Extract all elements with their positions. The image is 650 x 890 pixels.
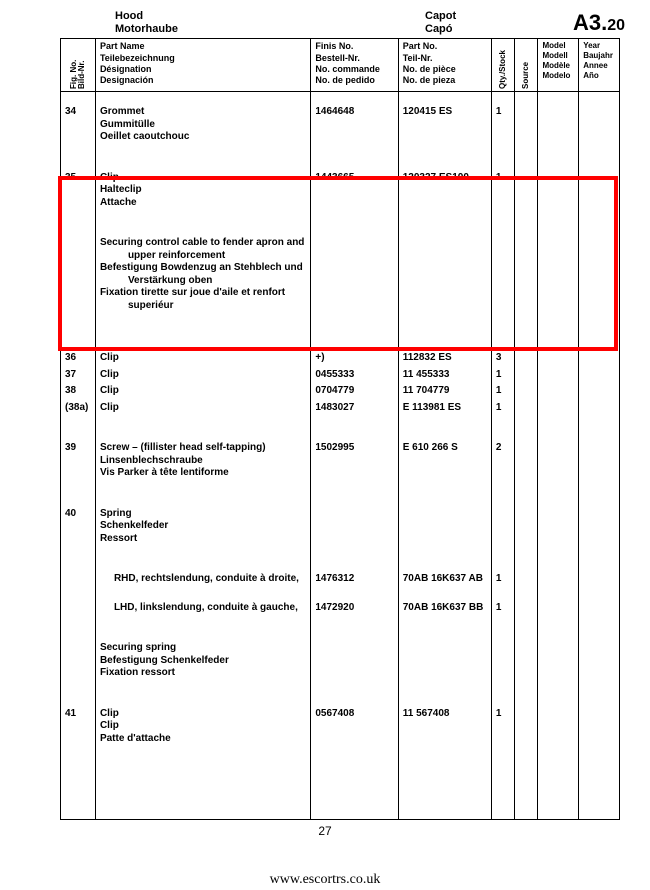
table-row: 35 Clip Halteclip Attache 1443665 120327… [61, 170, 620, 212]
part-no: 120327 ES100 [398, 170, 491, 212]
col-finis: Finis No. Bestell-Nr. No. commande No. d… [311, 39, 398, 92]
qty: 1 [491, 706, 514, 748]
col-qty: Qty./Stock [491, 39, 514, 92]
fig-no: 40 [61, 506, 96, 548]
table-header-row: Fig. No. Bild-Nr. Part Name Teilebezeich… [61, 39, 620, 92]
col-model: Model Modell Modèle Modelo [538, 39, 579, 92]
col-source: Source [515, 39, 538, 92]
qty: 3 [491, 350, 514, 367]
part-desc: Securing control cable to fender apron a… [95, 235, 310, 314]
finis-no: 1443665 [311, 170, 398, 212]
finis-no: 0567408 [311, 706, 398, 748]
table-row: 36 Clip +) 112832 ES 3 [61, 350, 620, 367]
fig-no: 36 [61, 350, 96, 367]
finis-no: 0455333 [311, 367, 398, 384]
part-name: Clip [95, 350, 310, 367]
parts-page: Hood Motorhaube Capot Capó A3.20 Fig. No… [0, 0, 650, 864]
table-row: 41 Clip Clip Patte d'attache 0567408 11 … [61, 706, 620, 748]
qty: 1 [491, 170, 514, 212]
col-fig: Fig. No. Bild-Nr. [61, 39, 96, 92]
finis-no: 1476312 [311, 571, 398, 588]
part-no: 112832 ES [398, 350, 491, 367]
parts-table: Fig. No. Bild-Nr. Part Name Teilebezeich… [60, 38, 620, 820]
section-sub: 20 [607, 17, 625, 34]
part-no: 120415 ES [398, 104, 491, 146]
fig-no: 34 [61, 104, 96, 146]
section-main: A3. [573, 10, 607, 35]
part-name: RHD, rechtslendung, conduite à droite, [95, 571, 310, 588]
page-header: Hood Motorhaube Capot Capó A3.20 [0, 0, 650, 38]
table-row: Securing control cable to fender apron a… [61, 235, 620, 314]
title-en: Hood [115, 10, 143, 22]
finis-no: +) [311, 350, 398, 367]
fig-no: 39 [61, 440, 96, 482]
finis-no: 1464648 [311, 104, 398, 146]
part-no: 70AB 16K637 AB [398, 571, 491, 588]
col-partno: Part No. Teil-Nr. No. de pièce No. de pi… [398, 39, 491, 92]
title-fr: Capot [425, 10, 456, 22]
qty: 1 [491, 383, 514, 400]
part-no: E 113981 ES [398, 400, 491, 417]
table-row: RHD, rechtslendung, conduite à droite, 1… [61, 571, 620, 588]
header-title-mid: Capot Capó [425, 10, 535, 36]
part-no: E 610 266 S [398, 440, 491, 482]
title-es: Capó [425, 23, 453, 35]
section-code: A3.20 [535, 10, 625, 36]
table-row: 39 Screw – (fillister head self-tapping)… [61, 440, 620, 482]
part-name: Clip [95, 383, 310, 400]
fig-no: 37 [61, 367, 96, 384]
part-no: 70AB 16K637 BB [398, 600, 491, 617]
col-name: Part Name Teilebezeichnung Désignation D… [95, 39, 310, 92]
part-desc: Securing spring Befestigung Schenkelfede… [95, 640, 310, 682]
title-de: Motorhaube [115, 23, 178, 35]
fig-no: 41 [61, 706, 96, 748]
qty: 1 [491, 367, 514, 384]
part-name: Clip Clip Patte d'attache [95, 706, 310, 748]
part-name: Spring Schenkelfeder Ressort [95, 506, 310, 548]
part-no: 11 567408 [398, 706, 491, 748]
table-row: LHD, linkslendung, conduite à gauche, 14… [61, 600, 620, 617]
part-name: Clip [95, 367, 310, 384]
fig-no: 38 [61, 383, 96, 400]
finis-no: 1472920 [311, 600, 398, 617]
finis-no: 1483027 [311, 400, 398, 417]
finis-no: 1502995 [311, 440, 398, 482]
fig-no: (38a) [61, 400, 96, 417]
qty: 1 [491, 571, 514, 588]
table-row: Securing spring Befestigung Schenkelfede… [61, 640, 620, 682]
footer-url: www.escortrs.co.uk [0, 872, 650, 888]
finis-no: 0704779 [311, 383, 398, 400]
table-row: (38a) Clip 1483027 E 113981 ES 1 [61, 400, 620, 417]
part-no: 11 455333 [398, 367, 491, 384]
table-row: 37 Clip 0455333 11 455333 1 [61, 367, 620, 384]
part-name: LHD, linkslendung, conduite à gauche, [95, 600, 310, 617]
qty: 2 [491, 440, 514, 482]
header-title-left: Hood Motorhaube [115, 10, 425, 36]
table-row: 34 Grommet Gummitülle Oeillet caoutchouc… [61, 104, 620, 146]
part-name: Clip [95, 400, 310, 417]
fig-no: 35 [61, 170, 96, 212]
part-no: 11 704779 [398, 383, 491, 400]
page-number: 27 [0, 824, 650, 838]
qty: 1 [491, 400, 514, 417]
part-name: Screw – (fillister head self-tapping) Li… [95, 440, 310, 482]
table-row: 38 Clip 0704779 11 704779 1 [61, 383, 620, 400]
part-name: Grommet Gummitülle Oeillet caoutchouc [95, 104, 310, 146]
qty: 1 [491, 104, 514, 146]
part-name: Clip Halteclip Attache [95, 170, 310, 212]
table-row: 40 Spring Schenkelfeder Ressort [61, 506, 620, 548]
col-year: Year Baujahr Annee Año [579, 39, 620, 92]
qty: 1 [491, 600, 514, 617]
